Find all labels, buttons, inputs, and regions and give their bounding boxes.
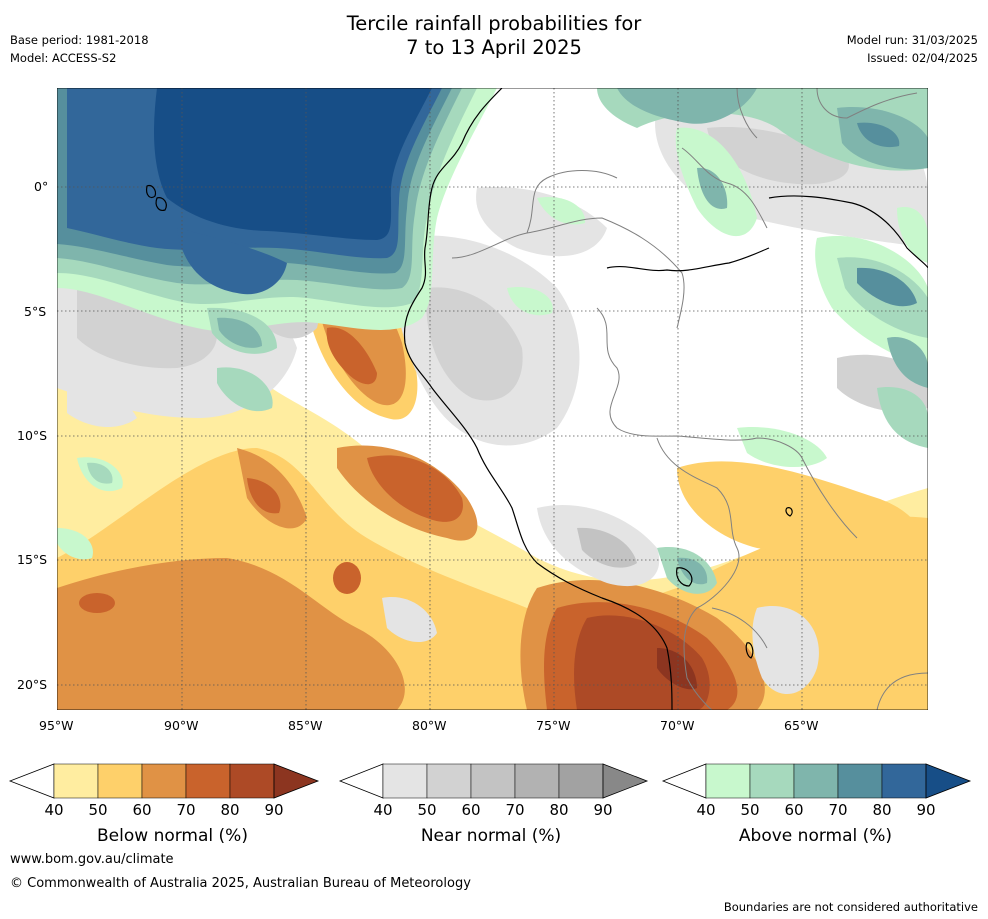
- colorbar-below-segment: [53, 763, 99, 799]
- lat-label-10s: 10°S: [17, 428, 48, 443]
- lon-label-75w: 75°W: [536, 718, 571, 733]
- colorbar-above-tick: 80: [872, 801, 892, 819]
- title-line-2: 7 to 13 April 2025: [406, 36, 582, 59]
- copyright-text: © Commonwealth of Australia 2025, Austra…: [10, 876, 471, 891]
- colorbar-above-tick: 40: [696, 801, 716, 819]
- lon-label-80w: 80°W: [412, 718, 447, 733]
- colorbar-below-tick: 80: [220, 801, 240, 819]
- colorbar-near-normal: [338, 763, 649, 799]
- colorbar-above-tick: 50: [740, 801, 760, 819]
- website-text: www.bom.gov.au/climate: [10, 852, 174, 867]
- colorbar-title-near: Near normal (%): [420, 826, 562, 846]
- colorbar-below-segment: [185, 763, 231, 799]
- colorbar-near-high-extend: [602, 763, 649, 799]
- colorbar-below-tick: 40: [44, 801, 64, 819]
- colorbar-near-tick: 40: [373, 801, 393, 819]
- lat-label-0: 0°: [34, 179, 49, 194]
- colorbar-near-segment: [514, 763, 560, 799]
- colorbar-below-high-extend: [273, 763, 320, 799]
- colorbar-near-tick: 70: [505, 801, 525, 819]
- colorbar-near-tick: 60: [461, 801, 481, 819]
- colorbar-above-segment: [705, 763, 751, 799]
- colorbar-near-tick: 90: [593, 801, 613, 819]
- colorbar-title-below: Below normal (%): [97, 826, 248, 846]
- lat-label-15s: 15°S: [17, 552, 48, 567]
- lon-label-70w: 70°W: [660, 718, 695, 733]
- colorbar-above-segment: [749, 763, 795, 799]
- lon-label-65w: 65°W: [784, 718, 819, 733]
- graticule: [57, 88, 928, 710]
- base-period-label: Base period: 1981-2018: [10, 33, 149, 47]
- map-title: Tercile rainfall probabilities for 7 to …: [0, 12, 988, 60]
- colorbar-above-low-extend: [661, 763, 707, 799]
- colorbar-near-tick: 80: [549, 801, 569, 819]
- colorbar-above-tick: 90: [916, 801, 936, 819]
- colorbar-below-tick: 70: [176, 801, 196, 819]
- map-canvas: [57, 88, 928, 710]
- colorbar-below-segment: [141, 763, 187, 799]
- lon-label-90w: 90°W: [164, 718, 199, 733]
- lon-label-95w: 95°W: [39, 718, 74, 733]
- colorbar-above-high-extend: [925, 763, 972, 799]
- lon-label-85w: 85°W: [288, 718, 323, 733]
- colorbar-near-segment: [426, 763, 472, 799]
- country-boundaries: [451, 88, 928, 710]
- colorbar-above-segment: [837, 763, 883, 799]
- model-run-label: Model run: 31/03/2025: [846, 33, 978, 47]
- colorbar-below-low-extend: [8, 763, 55, 799]
- title-line-1: Tercile rainfall probabilities for: [346, 12, 642, 35]
- colorbar-near-segment: [558, 763, 604, 799]
- colorbar-title-above: Above normal (%): [738, 826, 893, 846]
- colorbar-near-segment: [470, 763, 516, 799]
- colorbar-below-tick: 50: [88, 801, 108, 819]
- disclaimer-text: Boundaries are not considered authoritat…: [723, 900, 978, 914]
- legend: 40 50 60 70 80 90 40 50 60 70 80 90 40 50 60 70 80 90 B…: [0, 760, 988, 850]
- colorbar-above-normal: [661, 763, 972, 799]
- colorbar-below-segment: [97, 763, 143, 799]
- below-normal-field: [57, 256, 928, 710]
- colorbar-above-tick: 60: [784, 801, 804, 819]
- coastlines: [146, 88, 928, 710]
- lat-label-5s: 5°S: [24, 304, 47, 319]
- colorbar-graphics: [8, 763, 972, 799]
- lat-label-20s: 20°S: [17, 677, 48, 692]
- colorbar-below-segment: [229, 763, 275, 799]
- colorbar-below-tick: 60: [132, 801, 152, 819]
- colorbar-near-tick: 50: [417, 801, 437, 819]
- colorbar-above-segment: [793, 763, 839, 799]
- colorbar-near-segment: [382, 763, 428, 799]
- colorbar-near-low-extend: [338, 763, 384, 799]
- model-label: Model: ACCESS-S2: [10, 51, 117, 65]
- probability-map: [57, 88, 928, 710]
- colorbar-above-tick: 70: [828, 801, 848, 819]
- colorbar-below-normal: [8, 763, 320, 799]
- issued-label: Issued: 02/04/2025: [867, 51, 978, 65]
- colorbar-below-tick: 90: [264, 801, 284, 819]
- colorbar-above-segment: [881, 763, 927, 799]
